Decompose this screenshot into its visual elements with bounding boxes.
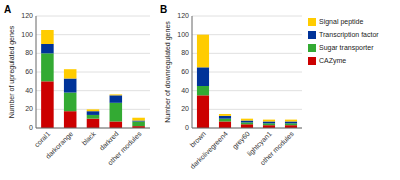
y-tick-label: 120 xyxy=(21,12,33,19)
bar-segment xyxy=(241,121,253,123)
bar-segment xyxy=(263,120,275,122)
y-axis-label: Number of downregulated genes xyxy=(164,21,172,123)
y-tick-label: 80 xyxy=(25,49,33,56)
bar-segment xyxy=(197,35,209,68)
bars xyxy=(197,35,297,128)
bar-segment xyxy=(87,115,100,119)
bar-segment xyxy=(241,119,253,121)
bar-segment xyxy=(41,81,54,128)
bar-segment xyxy=(64,111,77,128)
x-tick-label: coral1 xyxy=(33,130,52,149)
y-axis-label: Number of upregulated genes xyxy=(8,25,16,118)
x-tick-label: darkolivegreen4 xyxy=(189,130,230,171)
panel: 0 20 40 60 80 100 120 browndarkolivegreen4grey6… xyxy=(160,4,302,171)
x-tick-label: other modules xyxy=(106,130,143,167)
bar-segment xyxy=(110,121,123,128)
y-tick-label: 40 xyxy=(181,87,189,94)
bar-segment xyxy=(132,118,145,121)
bar-segment xyxy=(285,121,297,123)
panel-label: B xyxy=(160,4,167,15)
legend: Signal peptide Transcription factor Sugar … xyxy=(308,18,379,65)
grid-line xyxy=(36,16,150,17)
bar-segment xyxy=(132,121,145,126)
legend-label: CAZyme xyxy=(319,57,346,65)
y-tick-label: 100 xyxy=(21,31,33,38)
bars xyxy=(41,30,145,128)
bar-segment xyxy=(263,123,275,125)
x-tick-label: brown xyxy=(189,130,208,149)
y-tick-label: 20 xyxy=(25,105,33,112)
y-tick-label: 20 xyxy=(181,105,189,112)
y-axis-line xyxy=(36,16,37,128)
bar-segment xyxy=(197,86,209,95)
bar-segment xyxy=(110,103,123,122)
x-tick-label: darkred xyxy=(98,130,120,152)
x-tick-label: black xyxy=(81,130,98,147)
legend-swatch xyxy=(308,18,316,26)
y-tick-label: 100 xyxy=(177,31,189,38)
bar-segment xyxy=(41,53,54,81)
x-axis-line xyxy=(36,128,150,129)
y-tick-label: 120 xyxy=(177,12,189,19)
y-axis-line xyxy=(192,16,193,128)
bar-segment xyxy=(241,122,253,124)
grid-line xyxy=(192,16,302,17)
bar-segment xyxy=(285,120,297,122)
grid-line xyxy=(36,128,150,129)
y-tick-label: 0 xyxy=(29,124,33,131)
grid-line xyxy=(192,128,302,129)
bar-segment xyxy=(87,111,100,115)
bar-segment xyxy=(41,44,54,53)
x-tick-label: other modules xyxy=(259,130,296,167)
bar-segment xyxy=(263,121,275,123)
bar-segment xyxy=(197,95,209,128)
legend-label: Transcription factor xyxy=(319,31,379,39)
bar-segment xyxy=(219,121,231,128)
legend-swatch xyxy=(308,31,316,39)
bar-segment xyxy=(64,79,77,93)
y-tick-label: 40 xyxy=(25,87,33,94)
y-tick-label: 0 xyxy=(185,124,189,131)
x-axis-line xyxy=(192,128,302,129)
bar-segment xyxy=(41,30,54,44)
panel-label: A xyxy=(4,4,11,15)
legend-swatch xyxy=(308,44,316,52)
panel: 0 20 40 60 80 100 120 coral1darkorange blackdark… xyxy=(4,4,150,167)
bar-segment xyxy=(110,94,123,96)
figure: 020406080100120coral1darkorangeblackdark… xyxy=(0,0,400,180)
bar-segment xyxy=(219,114,231,116)
bar-segment xyxy=(64,69,77,78)
bar-segment xyxy=(64,93,77,112)
bar-segment xyxy=(219,116,231,119)
y-tick-label: 60 xyxy=(25,68,33,75)
bar-segment xyxy=(285,123,297,125)
bar-segment xyxy=(197,67,209,86)
bar-segment xyxy=(87,109,100,111)
bar-segment xyxy=(110,95,123,102)
bar-segment xyxy=(219,119,231,122)
legend-label: Sugar transporter xyxy=(319,44,374,52)
bar-segment xyxy=(87,119,100,128)
y-tick-label: 80 xyxy=(181,49,189,56)
x-tick-label: darkorange xyxy=(44,130,75,161)
x-tick-label: grey60 xyxy=(231,130,252,151)
bar-segment xyxy=(241,124,253,128)
legend-swatch xyxy=(308,57,316,65)
y-tick-label: 60 xyxy=(181,68,189,75)
legend-label: Signal peptide xyxy=(319,18,363,26)
